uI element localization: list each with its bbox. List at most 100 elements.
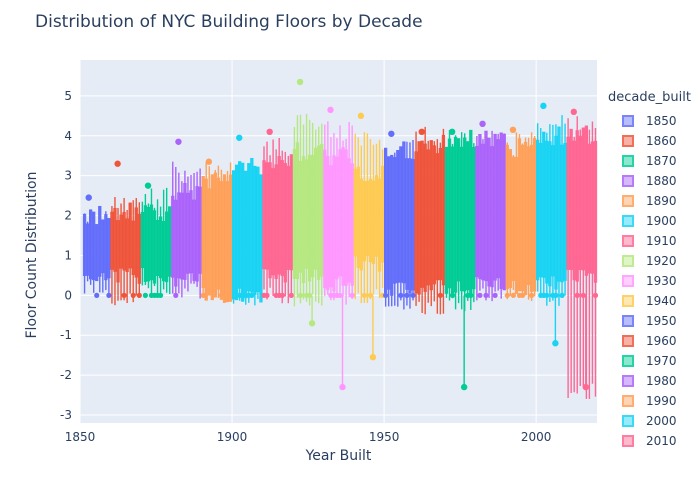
box-1870 — [143, 205, 148, 282]
box-1930 — [335, 156, 339, 280]
box-1960 — [417, 141, 421, 295]
box-1950 — [405, 158, 409, 290]
box-1920 — [320, 143, 324, 277]
box-1990 — [529, 144, 534, 292]
legend-item-1970[interactable]: 1970 — [622, 351, 698, 371]
legend-item-1990[interactable]: 1990 — [622, 391, 698, 411]
point-2000 — [544, 292, 550, 298]
box-1880 — [192, 199, 196, 281]
box-1850 — [101, 219, 105, 274]
x-tick-label: 1950 — [369, 430, 400, 444]
box-1980 — [502, 133, 506, 291]
box-1960 — [420, 140, 424, 288]
legend-swatch — [622, 295, 634, 307]
y-axis-title: Floor Count Distribution — [24, 171, 40, 339]
box-1860 — [134, 207, 138, 278]
box-1910 — [274, 164, 278, 279]
legend-item-1930[interactable]: 1930 — [622, 271, 698, 291]
legend-label: 1940 — [646, 294, 677, 308]
legend-item-2010[interactable]: 2010 — [622, 431, 698, 451]
outlier-1860 — [114, 160, 121, 167]
legend-item-1910[interactable]: 1910 — [622, 231, 698, 251]
box-1940 — [377, 178, 382, 272]
box-1890 — [210, 174, 214, 301]
x-tick-label: 2000 — [521, 430, 552, 444]
box-1970 — [450, 146, 455, 294]
box-1980 — [478, 134, 482, 280]
legend-item-1950[interactable]: 1950 — [622, 311, 698, 331]
y-tick-label: 5 — [64, 89, 72, 103]
box-1980 — [490, 146, 494, 288]
legend-item-1980[interactable]: 1980 — [622, 371, 698, 391]
legend-item-1890[interactable]: 1890 — [622, 191, 698, 211]
box-1860 — [131, 220, 135, 276]
outlier-1990 — [509, 126, 517, 134]
box-1910 — [268, 162, 272, 279]
legend-item-1960[interactable]: 1960 — [622, 331, 698, 351]
point-1990 — [529, 292, 535, 298]
box-1940 — [380, 165, 385, 263]
box-1970 — [447, 138, 452, 289]
box-1910 — [265, 162, 269, 270]
box-1860 — [113, 208, 117, 272]
point-1910 — [279, 292, 285, 298]
box-1900 — [238, 161, 242, 289]
box-1950 — [387, 156, 391, 290]
box-1950 — [399, 146, 403, 283]
box-1990 — [514, 156, 519, 294]
box-1900 — [259, 174, 263, 303]
point-1890 — [218, 292, 225, 298]
legend-item-1880[interactable]: 1880 — [622, 171, 698, 191]
box-1990 — [533, 138, 537, 292]
y-tick-label: -2 — [60, 368, 72, 382]
box-1970 — [466, 141, 470, 291]
legend-item-1870[interactable]: 1870 — [622, 151, 698, 171]
box-1940 — [365, 180, 370, 256]
box-2000 — [539, 142, 543, 278]
legend-swatch — [622, 395, 634, 407]
box-1880 — [195, 186, 199, 282]
chart-title: Distribution of NYC Building Floors by D… — [35, 12, 423, 32]
box-1900 — [241, 162, 245, 302]
box-1980 — [496, 139, 500, 279]
legend-swatch — [622, 415, 634, 427]
box-1920 — [301, 156, 306, 283]
legend-swatch — [622, 155, 634, 167]
box-2000 — [560, 144, 564, 283]
box-2010 — [587, 143, 592, 274]
box-1970 — [469, 129, 473, 294]
box-1870 — [165, 211, 169, 283]
point-1850 — [94, 292, 100, 298]
y-tick-label: 1 — [64, 248, 72, 262]
outlier-1850 — [85, 194, 92, 201]
box-1890 — [228, 174, 233, 302]
box-1880 — [189, 190, 193, 274]
box-1950 — [402, 141, 406, 284]
point-1890 — [200, 292, 206, 298]
legend-item-1940[interactable]: 1940 — [622, 291, 698, 311]
box-2010 — [581, 127, 585, 271]
point-1990 — [510, 292, 516, 298]
box-2000 — [542, 131, 546, 278]
box-1860 — [122, 212, 126, 271]
box-1980 — [484, 130, 488, 282]
box-1930 — [344, 149, 348, 286]
outlier-2010 — [582, 383, 589, 391]
y-tick-label: 2 — [64, 209, 72, 223]
box-2010 — [569, 128, 573, 270]
legend-item-2000[interactable]: 2000 — [622, 411, 698, 431]
legend-label: 1910 — [646, 234, 677, 248]
point-1900 — [249, 292, 255, 298]
legend-item-1900[interactable]: 1900 — [622, 211, 698, 231]
point-1990 — [519, 292, 526, 298]
box-1970 — [453, 136, 458, 293]
outlier-1930 — [339, 383, 346, 391]
legend-item-1860[interactable]: 1860 — [622, 131, 698, 151]
legend-item-1850[interactable]: 1850 — [622, 111, 698, 131]
legend-swatch — [622, 355, 634, 367]
box-1860 — [125, 218, 129, 273]
legend-label: 1970 — [646, 354, 677, 368]
legend-item-1920[interactable]: 1920 — [622, 251, 698, 271]
box-1850 — [82, 213, 87, 277]
